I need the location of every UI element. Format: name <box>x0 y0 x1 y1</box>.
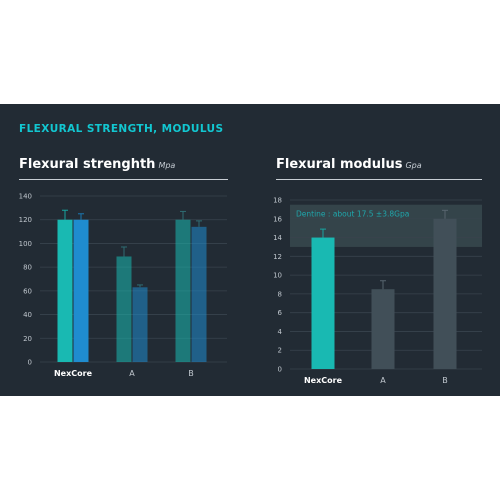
strength-title-text: Flexural strenghth <box>19 157 156 172</box>
section-title: FLEXURAL STRENGTH, MODULUS <box>19 123 224 135</box>
x-tick-label: A <box>129 369 135 378</box>
strength-title-underline <box>19 179 228 180</box>
y-tick-label: 80 <box>23 264 32 272</box>
y-tick-label: 120 <box>19 216 32 224</box>
strength-unit: Mpa <box>158 161 176 170</box>
dentine-band-label: Dentine : about 17.5 ±3.8Gpa <box>296 210 409 219</box>
bar <box>191 226 207 362</box>
x-tick-label: B <box>442 376 448 385</box>
y-tick-label: 6 <box>278 309 283 317</box>
y-tick-label: 4 <box>278 328 283 336</box>
y-tick-label: 0 <box>28 359 32 367</box>
modulus-title-text: Flexural modulus <box>276 157 403 172</box>
bar <box>311 237 335 369</box>
bar <box>73 219 89 362</box>
bar <box>371 289 395 369</box>
y-tick-label: 2 <box>278 347 282 355</box>
y-tick-label: 14 <box>273 234 282 242</box>
x-tick-label: A <box>380 376 386 385</box>
y-tick-label: 40 <box>23 311 32 319</box>
x-tick-label: B <box>188 369 194 378</box>
x-tick-label: NexCore <box>54 369 93 378</box>
y-tick-label: 12 <box>273 253 282 261</box>
bar <box>433 218 457 369</box>
bar <box>132 287 148 362</box>
y-tick-label: 60 <box>23 287 32 295</box>
y-tick-label: 20 <box>23 335 32 343</box>
bar <box>57 219 73 362</box>
y-tick-label: 8 <box>278 290 282 298</box>
modulus-chart-title: Flexural modulus Gpa <box>276 157 422 172</box>
x-tick-label: NexCore <box>304 376 343 385</box>
modulus-title-underline <box>276 179 482 180</box>
y-tick-label: 0 <box>278 366 282 374</box>
modulus-unit: Gpa <box>405 161 422 170</box>
y-tick-label: 140 <box>19 193 32 201</box>
strength-chart-title: Flexural strenghth Mpa <box>19 157 175 172</box>
y-tick-label: 16 <box>273 215 282 223</box>
y-tick-label: 10 <box>273 272 282 280</box>
y-tick-label: 100 <box>19 240 32 248</box>
y-tick-label: 18 <box>273 197 282 205</box>
bar <box>116 256 132 362</box>
bar <box>175 219 191 362</box>
